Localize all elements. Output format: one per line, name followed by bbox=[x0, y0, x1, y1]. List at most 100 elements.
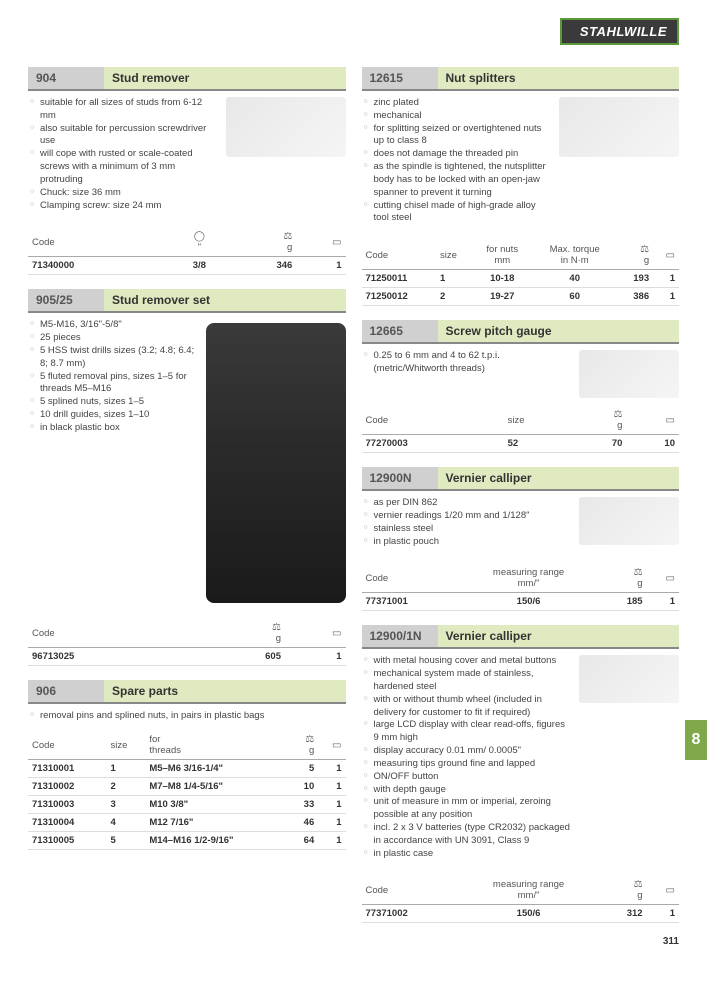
section-title: Screw pitch gauge bbox=[438, 320, 680, 342]
th-code: Code bbox=[362, 876, 455, 905]
th-size: size bbox=[106, 731, 145, 760]
bullet: as per DIN 862 bbox=[364, 497, 572, 510]
section-header-905: 905/25 Stud remover set bbox=[28, 289, 346, 313]
bullet: measuring tips ground fine and lapped bbox=[364, 758, 572, 771]
section-code: 12615 bbox=[362, 67, 438, 89]
table-row: 713100022M7–M8 1/4-5/16"101 bbox=[28, 778, 346, 796]
table-12900N: Code measuring rangemm/" g 77371001150/6… bbox=[362, 564, 680, 611]
product-image-12665 bbox=[579, 350, 679, 398]
brand-logo: STAHLWILLE bbox=[560, 18, 679, 45]
table-row: 713100011M5–M6 3/16-1/4"51 bbox=[28, 760, 346, 778]
section-code: 12900/1N bbox=[362, 625, 438, 647]
bullet: 5 splined nuts, sizes 1–5 bbox=[30, 396, 198, 409]
th-size: size bbox=[436, 241, 473, 270]
bullet: Clamping screw: size 24 mm bbox=[30, 200, 218, 213]
bullet: 0.25 to 6 mm and 4 to 62 t.p.i. (metric/… bbox=[364, 350, 572, 376]
section-header-906: 906 Spare parts bbox=[28, 680, 346, 704]
page-number: 311 bbox=[663, 936, 679, 947]
product-image-904 bbox=[226, 97, 346, 157]
bullet: in black plastic box bbox=[30, 422, 198, 435]
section-title: Spare parts bbox=[104, 680, 346, 702]
logo-bar: STAHLWILLE bbox=[28, 18, 679, 45]
th-nuts: for nutsmm bbox=[473, 241, 532, 270]
table-row: 77371002150/63121 bbox=[362, 905, 680, 923]
table-12615: Code size for nutsmm Max. torquein N·m g… bbox=[362, 241, 680, 306]
bullet: stainless steel bbox=[364, 523, 572, 536]
th-range: measuring rangemm/" bbox=[455, 876, 602, 905]
table-row: 71250012219-27603861 bbox=[362, 288, 680, 306]
table-12665: Code size g 77270003527010 bbox=[362, 406, 680, 453]
section-code: 906 bbox=[28, 680, 104, 702]
th-code: Code bbox=[28, 731, 106, 760]
weight-icon bbox=[634, 567, 643, 578]
bullet: cutting chisel made of high-grade alloy … bbox=[364, 200, 552, 226]
bullet: with metal housing cover and metal butto… bbox=[364, 655, 572, 668]
bullet: for splitting seized or overtightened nu… bbox=[364, 123, 552, 149]
bullet: 5 fluted removal pins, sizes 1–5 for thr… bbox=[30, 371, 198, 397]
bullets-904: suitable for all sizes of studs from 6-1… bbox=[28, 97, 218, 212]
th-code: Code bbox=[362, 564, 455, 593]
bullet: unit of measure in mm or imperial, zeroi… bbox=[364, 796, 572, 822]
bullet: suitable for all sizes of studs from 6-1… bbox=[30, 97, 218, 123]
weight-icon bbox=[305, 734, 314, 745]
left-column: 904 Stud remover suitable for all sizes … bbox=[28, 67, 346, 937]
bullet: with depth gauge bbox=[364, 784, 572, 797]
section-title: Nut splitters bbox=[438, 67, 680, 89]
box-icon bbox=[332, 740, 341, 751]
th-torque: Max. torquein N·m bbox=[532, 241, 618, 270]
table-row: 713100055M14–M16 1/2-9/16"641 bbox=[28, 832, 346, 850]
product-image-905 bbox=[206, 323, 346, 603]
bullet: with or without thumb wheel (included in… bbox=[364, 694, 572, 720]
th-size: size bbox=[504, 406, 574, 435]
section-code: 12900N bbox=[362, 467, 438, 489]
product-image-12900N bbox=[579, 497, 679, 545]
bullet: mechanical system made of stainless, har… bbox=[364, 668, 572, 694]
weight-icon bbox=[272, 622, 281, 633]
section-header-12615: 12615 Nut splitters bbox=[362, 67, 680, 91]
table-905: Code g 96713025 605 1 bbox=[28, 619, 346, 666]
th-code: Code bbox=[28, 228, 170, 257]
box-icon bbox=[666, 250, 675, 261]
weight-icon bbox=[634, 879, 643, 890]
right-column: 12615 Nut splitters zinc plated mechanic… bbox=[362, 67, 680, 937]
table-904: Code " g 71340000 3/8 346 1 bbox=[28, 228, 346, 275]
bullet: will cope with rusted or scale-coated sc… bbox=[30, 148, 218, 186]
table-row: 71250011110-18401931 bbox=[362, 270, 680, 288]
table-row: 77371001150/61851 bbox=[362, 593, 680, 611]
weight-icon bbox=[640, 244, 649, 255]
bullet: display accuracy 0.01 mm/ 0.0005" bbox=[364, 745, 572, 758]
th-code: Code bbox=[362, 406, 504, 435]
bullet: M5-M16, 3/16"-5/8" bbox=[30, 319, 198, 332]
ring-icon bbox=[194, 231, 205, 242]
box-icon bbox=[666, 573, 675, 584]
section-code: 12665 bbox=[362, 320, 438, 342]
bullet: does not damage the threaded pin bbox=[364, 148, 552, 161]
bullet: Chuck: size 36 mm bbox=[30, 187, 218, 200]
table-row: 713100033M10 3/8"331 bbox=[28, 796, 346, 814]
box-icon bbox=[332, 237, 341, 248]
bullet: also suitable for percussion screwdriver… bbox=[30, 123, 218, 149]
box-icon bbox=[666, 415, 675, 426]
table-row: 96713025 605 1 bbox=[28, 648, 346, 666]
bullet: 10 drill guides, sizes 1–10 bbox=[30, 409, 198, 422]
bullet: ON/OFF button bbox=[364, 771, 572, 784]
bullet: in plastic pouch bbox=[364, 536, 572, 549]
bullets-12665: 0.25 to 6 mm and 4 to 62 t.p.i. (metric/… bbox=[362, 350, 572, 376]
table-12900-1N: Code measuring rangemm/" g 77371002150/6… bbox=[362, 876, 680, 923]
bullet: 25 pieces bbox=[30, 332, 198, 345]
bullet: mechanical bbox=[364, 110, 552, 123]
section-header-12900-1N: 12900/1N Vernier calliper bbox=[362, 625, 680, 649]
th-code: Code bbox=[362, 241, 436, 270]
product-image-12900-1N bbox=[579, 655, 679, 703]
bullet: large LCD display with clear read-offs, … bbox=[364, 719, 572, 745]
section-title: Stud remover set bbox=[104, 289, 346, 311]
bullets-12900N: as per DIN 862 vernier readings 1/20 mm … bbox=[362, 497, 572, 548]
bullets-12900-1N: with metal housing cover and metal butto… bbox=[362, 655, 572, 860]
section-tab: 8 bbox=[685, 720, 707, 760]
bullets-905: M5-M16, 3/16"-5/8" 25 pieces 5 HSS twist… bbox=[28, 319, 198, 434]
section-title: Stud remover bbox=[104, 67, 346, 89]
section-header-12900N: 12900N Vernier calliper bbox=[362, 467, 680, 491]
box-icon bbox=[332, 628, 341, 639]
table-906: Code size forthreads g 713100011M5–M6 3/… bbox=[28, 731, 346, 850]
bullet: in plastic case bbox=[364, 848, 572, 861]
